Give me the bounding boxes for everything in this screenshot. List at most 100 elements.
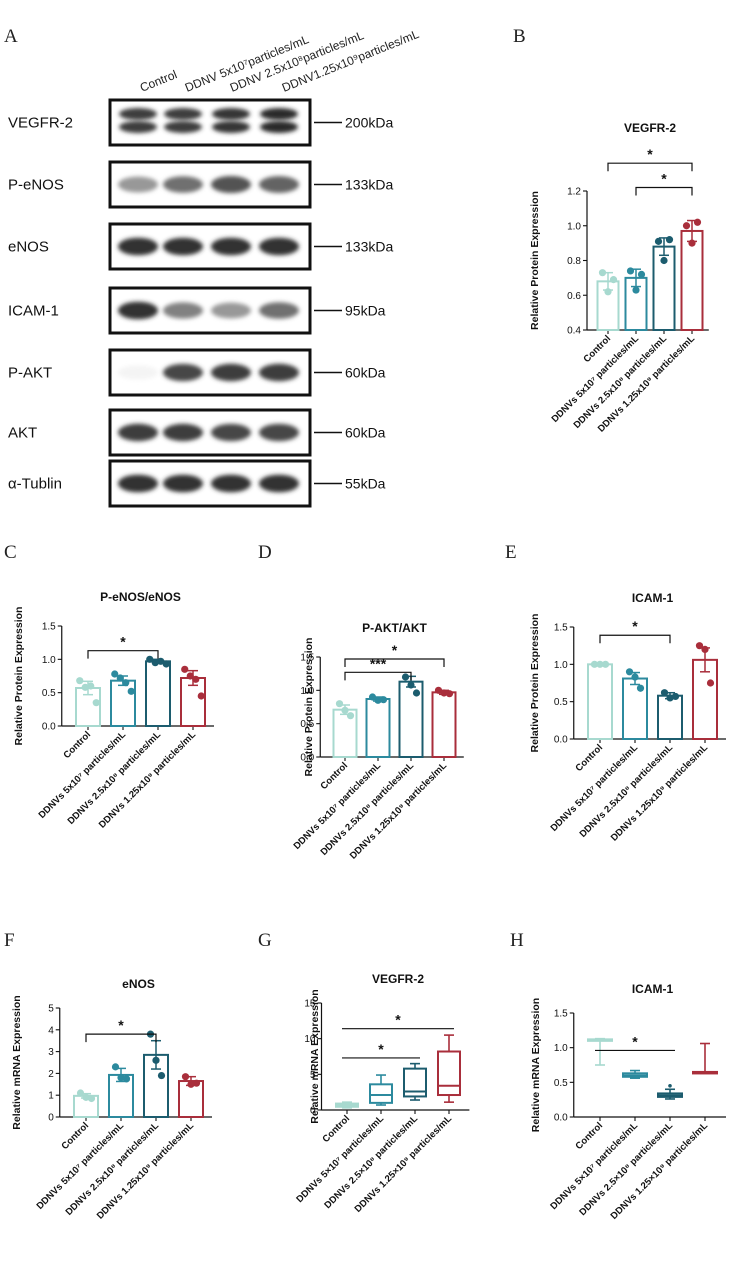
- category-label: Control: [573, 742, 605, 774]
- blot-size-label: 60kDa: [345, 365, 386, 381]
- blot-size-label: 55kDa: [345, 476, 386, 492]
- blot-band: [164, 121, 202, 133]
- blot-band: [119, 121, 157, 133]
- data-point: [341, 706, 349, 714]
- blot-size-label: 60kDa: [345, 425, 386, 441]
- chart-f-enos-mrna: eNOS Relative mRNA Expression 0 1 2 3 4 5 Contro…: [11, 977, 212, 1222]
- bar: [431, 691, 457, 758]
- y-tick-label: 1.0: [300, 686, 314, 697]
- blot-band: [163, 176, 203, 193]
- data-point: [637, 270, 646, 278]
- data-point: [76, 1089, 85, 1097]
- y-tick-label: 5: [310, 1070, 316, 1081]
- significance-label: *: [392, 642, 398, 658]
- significance-label: *: [395, 1012, 401, 1028]
- data-point: [127, 687, 135, 695]
- y-tick-label: 1.2: [567, 187, 581, 198]
- y-tick-label: 0.5: [554, 697, 568, 708]
- data-point: [111, 670, 119, 678]
- y-tick-label: 2: [48, 1069, 54, 1080]
- data-point: [192, 1079, 201, 1087]
- data-point: [146, 655, 154, 663]
- y-tick-label: 0.0: [554, 735, 568, 746]
- blot-size-label: 95kDa: [345, 303, 386, 319]
- data-point: [626, 267, 635, 275]
- blot-band: [260, 108, 298, 120]
- significance-label: *: [632, 1033, 638, 1049]
- chart-title: VEGFR-2: [372, 972, 424, 986]
- significance-bracket: [607, 162, 693, 172]
- data-point: [596, 660, 604, 668]
- y-tick-label: 1.5: [300, 653, 314, 664]
- outlier-point: [668, 1084, 672, 1088]
- y-tick-label: 1.0: [567, 221, 581, 232]
- y-tick-label: 0.0: [554, 1113, 568, 1124]
- blot-protein-label: P-eNOS: [8, 177, 64, 194]
- data-point: [604, 288, 612, 296]
- box: [403, 1067, 427, 1098]
- chart-title: VEGFR-2: [624, 121, 676, 135]
- blot-band: [259, 176, 299, 193]
- data-point: [346, 712, 355, 720]
- blot-band: [212, 108, 250, 120]
- blot-row: AKT 60kDa: [8, 408, 386, 457]
- data-point: [666, 694, 674, 702]
- y-tick-label: 10: [304, 1034, 316, 1045]
- blot-band: [211, 237, 251, 256]
- y-tick-label: 0.5: [300, 719, 314, 730]
- blot-band: [118, 301, 158, 320]
- blot-band: [118, 237, 158, 256]
- data-point: [162, 660, 170, 668]
- y-axis-label: Relative Protein Expression: [529, 614, 541, 753]
- panel-letter-h: H: [510, 930, 524, 951]
- blot-band: [259, 302, 299, 319]
- y-axis-label: Relative mRNA Expression: [530, 998, 542, 1132]
- chart-title: eNOS: [122, 977, 155, 991]
- y-tick-label: 0.0: [300, 753, 314, 764]
- blot-protein-label: α-Tublin: [8, 476, 62, 493]
- blot-band: [119, 108, 157, 120]
- category-label: Control: [318, 760, 350, 792]
- bar: [587, 663, 613, 740]
- panel-letter-a: A: [4, 26, 18, 47]
- blot-row: eNOS 133kDa: [8, 222, 393, 271]
- significance-label: ***: [370, 655, 387, 671]
- data-point: [116, 674, 124, 682]
- data-point: [197, 692, 205, 700]
- data-point: [434, 686, 443, 694]
- data-point: [181, 1073, 190, 1081]
- chart-title: ICAM-1: [632, 982, 674, 996]
- data-point: [660, 256, 668, 265]
- data-point: [654, 237, 663, 245]
- panel-letter-f: F: [4, 930, 15, 951]
- panel-letter-b: B: [513, 26, 526, 47]
- chart-c-peNOS-eNOS: P-eNOS/eNOS Relative Protein Expression 0.…: [13, 590, 214, 831]
- data-point: [632, 286, 640, 294]
- y-tick-label: 1.0: [554, 660, 568, 671]
- significance-label: *: [118, 1017, 124, 1033]
- blot-row: VEGFR-2 200kDa: [8, 98, 393, 147]
- blot-band: [259, 423, 299, 442]
- blot-row: P-AKT 60kDa: [8, 348, 386, 397]
- blot-protein-label: AKT: [8, 425, 37, 442]
- y-tick-label: 0.5: [554, 1078, 568, 1089]
- significance-label: *: [120, 634, 126, 650]
- data-point: [181, 665, 189, 673]
- data-point: [157, 657, 165, 665]
- y-tick-label: 0: [48, 1113, 54, 1124]
- y-tick-label: 3: [48, 1047, 54, 1058]
- blot-band: [118, 176, 158, 193]
- y-tick-label: 1.0: [42, 655, 56, 666]
- blot-band: [211, 176, 251, 193]
- blot-band: [259, 363, 299, 382]
- blot-protein-label: ICAM-1: [8, 303, 59, 320]
- data-point: [440, 689, 448, 697]
- western-blot: Control DDNV 5x10⁷particles/mL DDNV 2.5x…: [8, 27, 421, 508]
- data-point: [157, 1071, 166, 1080]
- data-point: [192, 675, 200, 683]
- blot-band: [163, 302, 203, 319]
- data-point: [87, 1094, 96, 1103]
